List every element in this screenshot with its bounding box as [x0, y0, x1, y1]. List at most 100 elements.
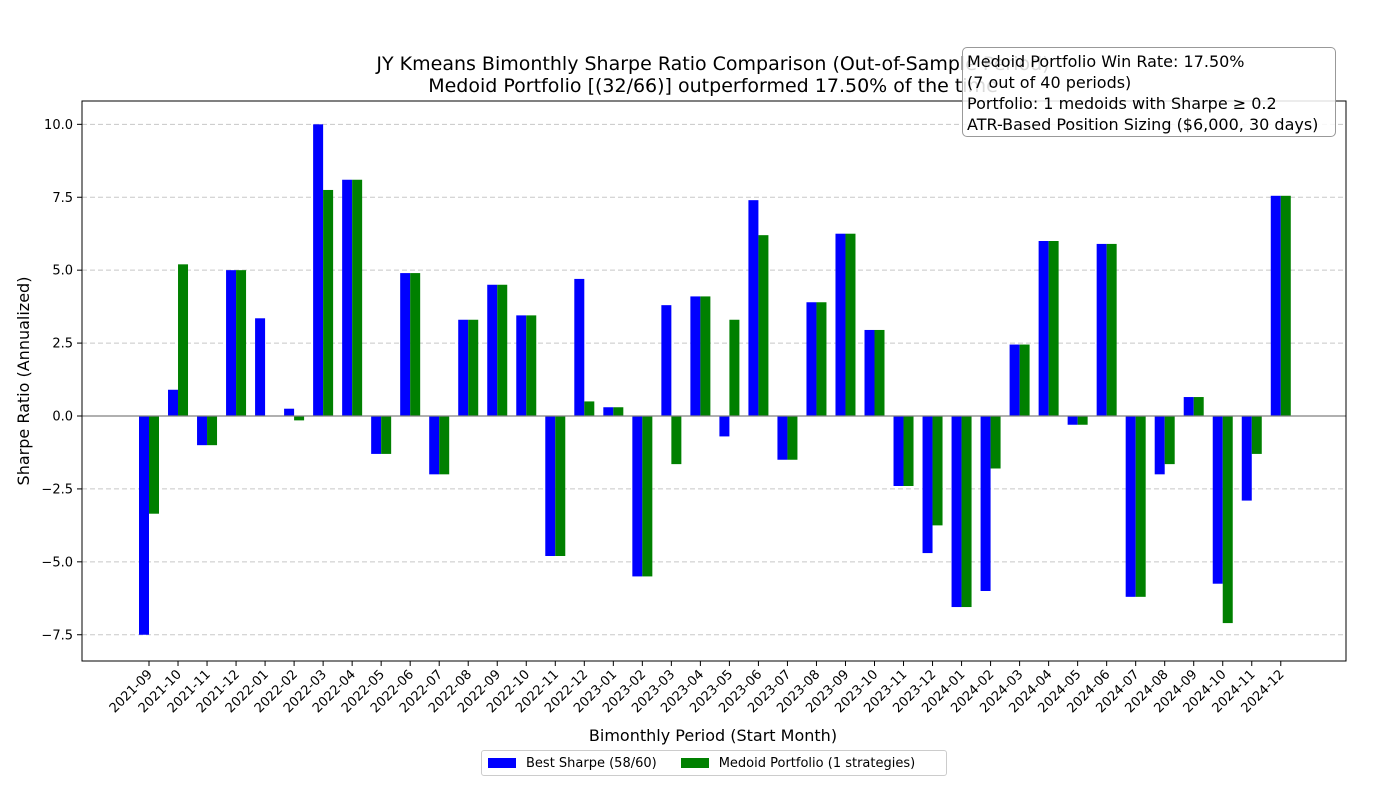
y-axis-label: Sharpe Ratio (Annualized): [14, 277, 33, 486]
bar-best-sharpe: [1067, 416, 1078, 425]
bar-medoid-portfolio: [294, 416, 305, 421]
bar-best-sharpe: [690, 296, 701, 416]
bar-medoid-portfolio: [787, 416, 798, 460]
bar-best-sharpe: [168, 389, 179, 416]
bar-best-sharpe: [777, 416, 788, 460]
y-tick-label: 5.0: [52, 264, 73, 279]
bar-best-sharpe: [429, 416, 440, 475]
bar-medoid-portfolio: [323, 189, 334, 416]
bar-medoid-portfolio: [584, 401, 595, 416]
bars-layer: [139, 124, 1291, 635]
bar-medoid-portfolio: [1048, 241, 1059, 416]
y-tick-label: −5.0: [41, 555, 73, 570]
bar-medoid-portfolio: [178, 264, 189, 416]
bar-best-sharpe: [400, 273, 411, 416]
bar-best-sharpe: [1154, 416, 1165, 475]
bar-best-sharpe: [632, 416, 643, 577]
bar-medoid-portfolio: [526, 315, 537, 416]
grid-layer: [82, 123, 1346, 636]
bar-medoid-portfolio: [381, 416, 392, 454]
bar-medoid-portfolio: [816, 302, 827, 416]
bar-best-sharpe: [980, 416, 991, 591]
plot-frame: [81, 100, 1347, 662]
bar-best-sharpe: [748, 200, 759, 416]
y-tick-label: −2.5: [41, 482, 73, 497]
bar-medoid-portfolio: [1222, 416, 1233, 624]
bar-medoid-portfolio: [642, 416, 653, 577]
bar-best-sharpe: [516, 315, 527, 416]
bar-medoid-portfolio: [874, 329, 885, 416]
bar-medoid-portfolio: [961, 416, 972, 608]
x-axis-ticks: 2021-092021-102021-112021-122022-012022-…: [107, 661, 1288, 716]
bar-best-sharpe: [951, 416, 962, 608]
y-tick-label: 0.0: [52, 410, 73, 425]
y-axis-ticks: −7.5 −5.0 −2.5 0.0 2.5 5.0 7.5 10.0: [41, 118, 82, 643]
annotation-line-portfolio: Portfolio: 1 medoids with Sharpe ≥ 0.2: [967, 94, 1277, 113]
annotation-line-win-rate: Medoid Portfolio Win Rate: 17.50%: [967, 52, 1245, 71]
bar-best-sharpe: [226, 270, 237, 416]
bar-medoid-portfolio: [497, 284, 508, 416]
bar-medoid-portfolio: [758, 235, 769, 416]
bar-best-sharpe: [487, 284, 498, 416]
bar-medoid-portfolio: [903, 416, 914, 486]
bar-best-sharpe: [342, 179, 353, 416]
annotation-line-position-sizing: ATR-Based Position Sizing ($6,000, 30 da…: [967, 115, 1319, 134]
legend-item-best-sharpe: Best Sharpe (58/60): [488, 756, 657, 771]
bar-medoid-portfolio: [1077, 416, 1088, 425]
bar-medoid-portfolio: [149, 416, 159, 514]
bar-medoid-portfolio: [1019, 344, 1030, 416]
bar-best-sharpe: [661, 305, 672, 416]
win-rate-annotation: Medoid Portfolio Win Rate: 17.50% (7 out…: [962, 47, 1336, 137]
bar-best-sharpe: [458, 319, 469, 416]
bar-best-sharpe: [545, 416, 556, 556]
bar-medoid-portfolio: [352, 179, 363, 416]
bar-medoid-portfolio: [932, 416, 943, 526]
bar-best-sharpe: [139, 416, 149, 635]
bar-medoid-portfolio: [1135, 416, 1146, 597]
annotation-line-periods: (7 out of 40 periods): [967, 73, 1132, 92]
legend-swatch-medoid-portfolio: [680, 758, 709, 768]
bar-best-sharpe: [864, 329, 875, 416]
bar-best-sharpe: [1212, 416, 1223, 584]
bar-best-sharpe: [603, 407, 614, 416]
chart-title: JY Kmeans Bimonthly Sharpe Ratio Compari…: [375, 53, 1049, 75]
legend-label-medoid-portfolio: Medoid Portfolio (1 strategies): [718, 755, 916, 771]
y-tick-label: 10.0: [44, 118, 73, 133]
x-axis-label: Bimonthly Period (Start Month): [589, 726, 837, 745]
bar-medoid-portfolio: [1106, 243, 1117, 416]
bar-best-sharpe: [922, 416, 933, 554]
bar-best-sharpe: [1038, 241, 1049, 416]
bar-medoid-portfolio: [1193, 397, 1204, 416]
bar-best-sharpe: [719, 416, 730, 437]
bar-best-sharpe: [197, 416, 208, 446]
bar-medoid-portfolio: [207, 416, 218, 446]
bar-best-sharpe: [1096, 243, 1107, 416]
bar-medoid-portfolio: [555, 416, 566, 556]
bar-medoid-portfolio: [410, 273, 421, 416]
bar-medoid-portfolio: [468, 319, 479, 416]
bar-best-sharpe: [284, 408, 295, 416]
bar-medoid-portfolio: [671, 416, 682, 465]
bar-best-sharpe: [1241, 416, 1252, 501]
legend: Best Sharpe (58/60) Medoid Portfolio (1 …: [481, 750, 947, 776]
legend-label-best-sharpe: Best Sharpe (58/60): [526, 755, 657, 771]
bar-medoid-portfolio: [1280, 195, 1291, 416]
bar-medoid-portfolio: [729, 319, 740, 416]
y-tick-label: 2.5: [52, 337, 73, 352]
bar-best-sharpe: [313, 124, 324, 416]
chart-subtitle: Medoid Portfolio [(32/66)] outperformed …: [428, 75, 998, 97]
bar-best-sharpe: [371, 416, 382, 454]
bar-best-sharpe: [255, 318, 266, 416]
bar-best-sharpe: [835, 233, 846, 416]
legend-swatch-best-sharpe: [488, 758, 516, 768]
bar-best-sharpe: [1009, 344, 1020, 416]
y-tick-label: 7.5: [52, 191, 73, 206]
bar-best-sharpe: [1183, 397, 1194, 416]
bar-best-sharpe: [1125, 416, 1136, 597]
bar-medoid-portfolio: [990, 416, 1001, 469]
bar-best-sharpe: [893, 416, 904, 486]
bar-best-sharpe: [1270, 195, 1281, 416]
y-tick-label: −7.5: [41, 628, 73, 643]
